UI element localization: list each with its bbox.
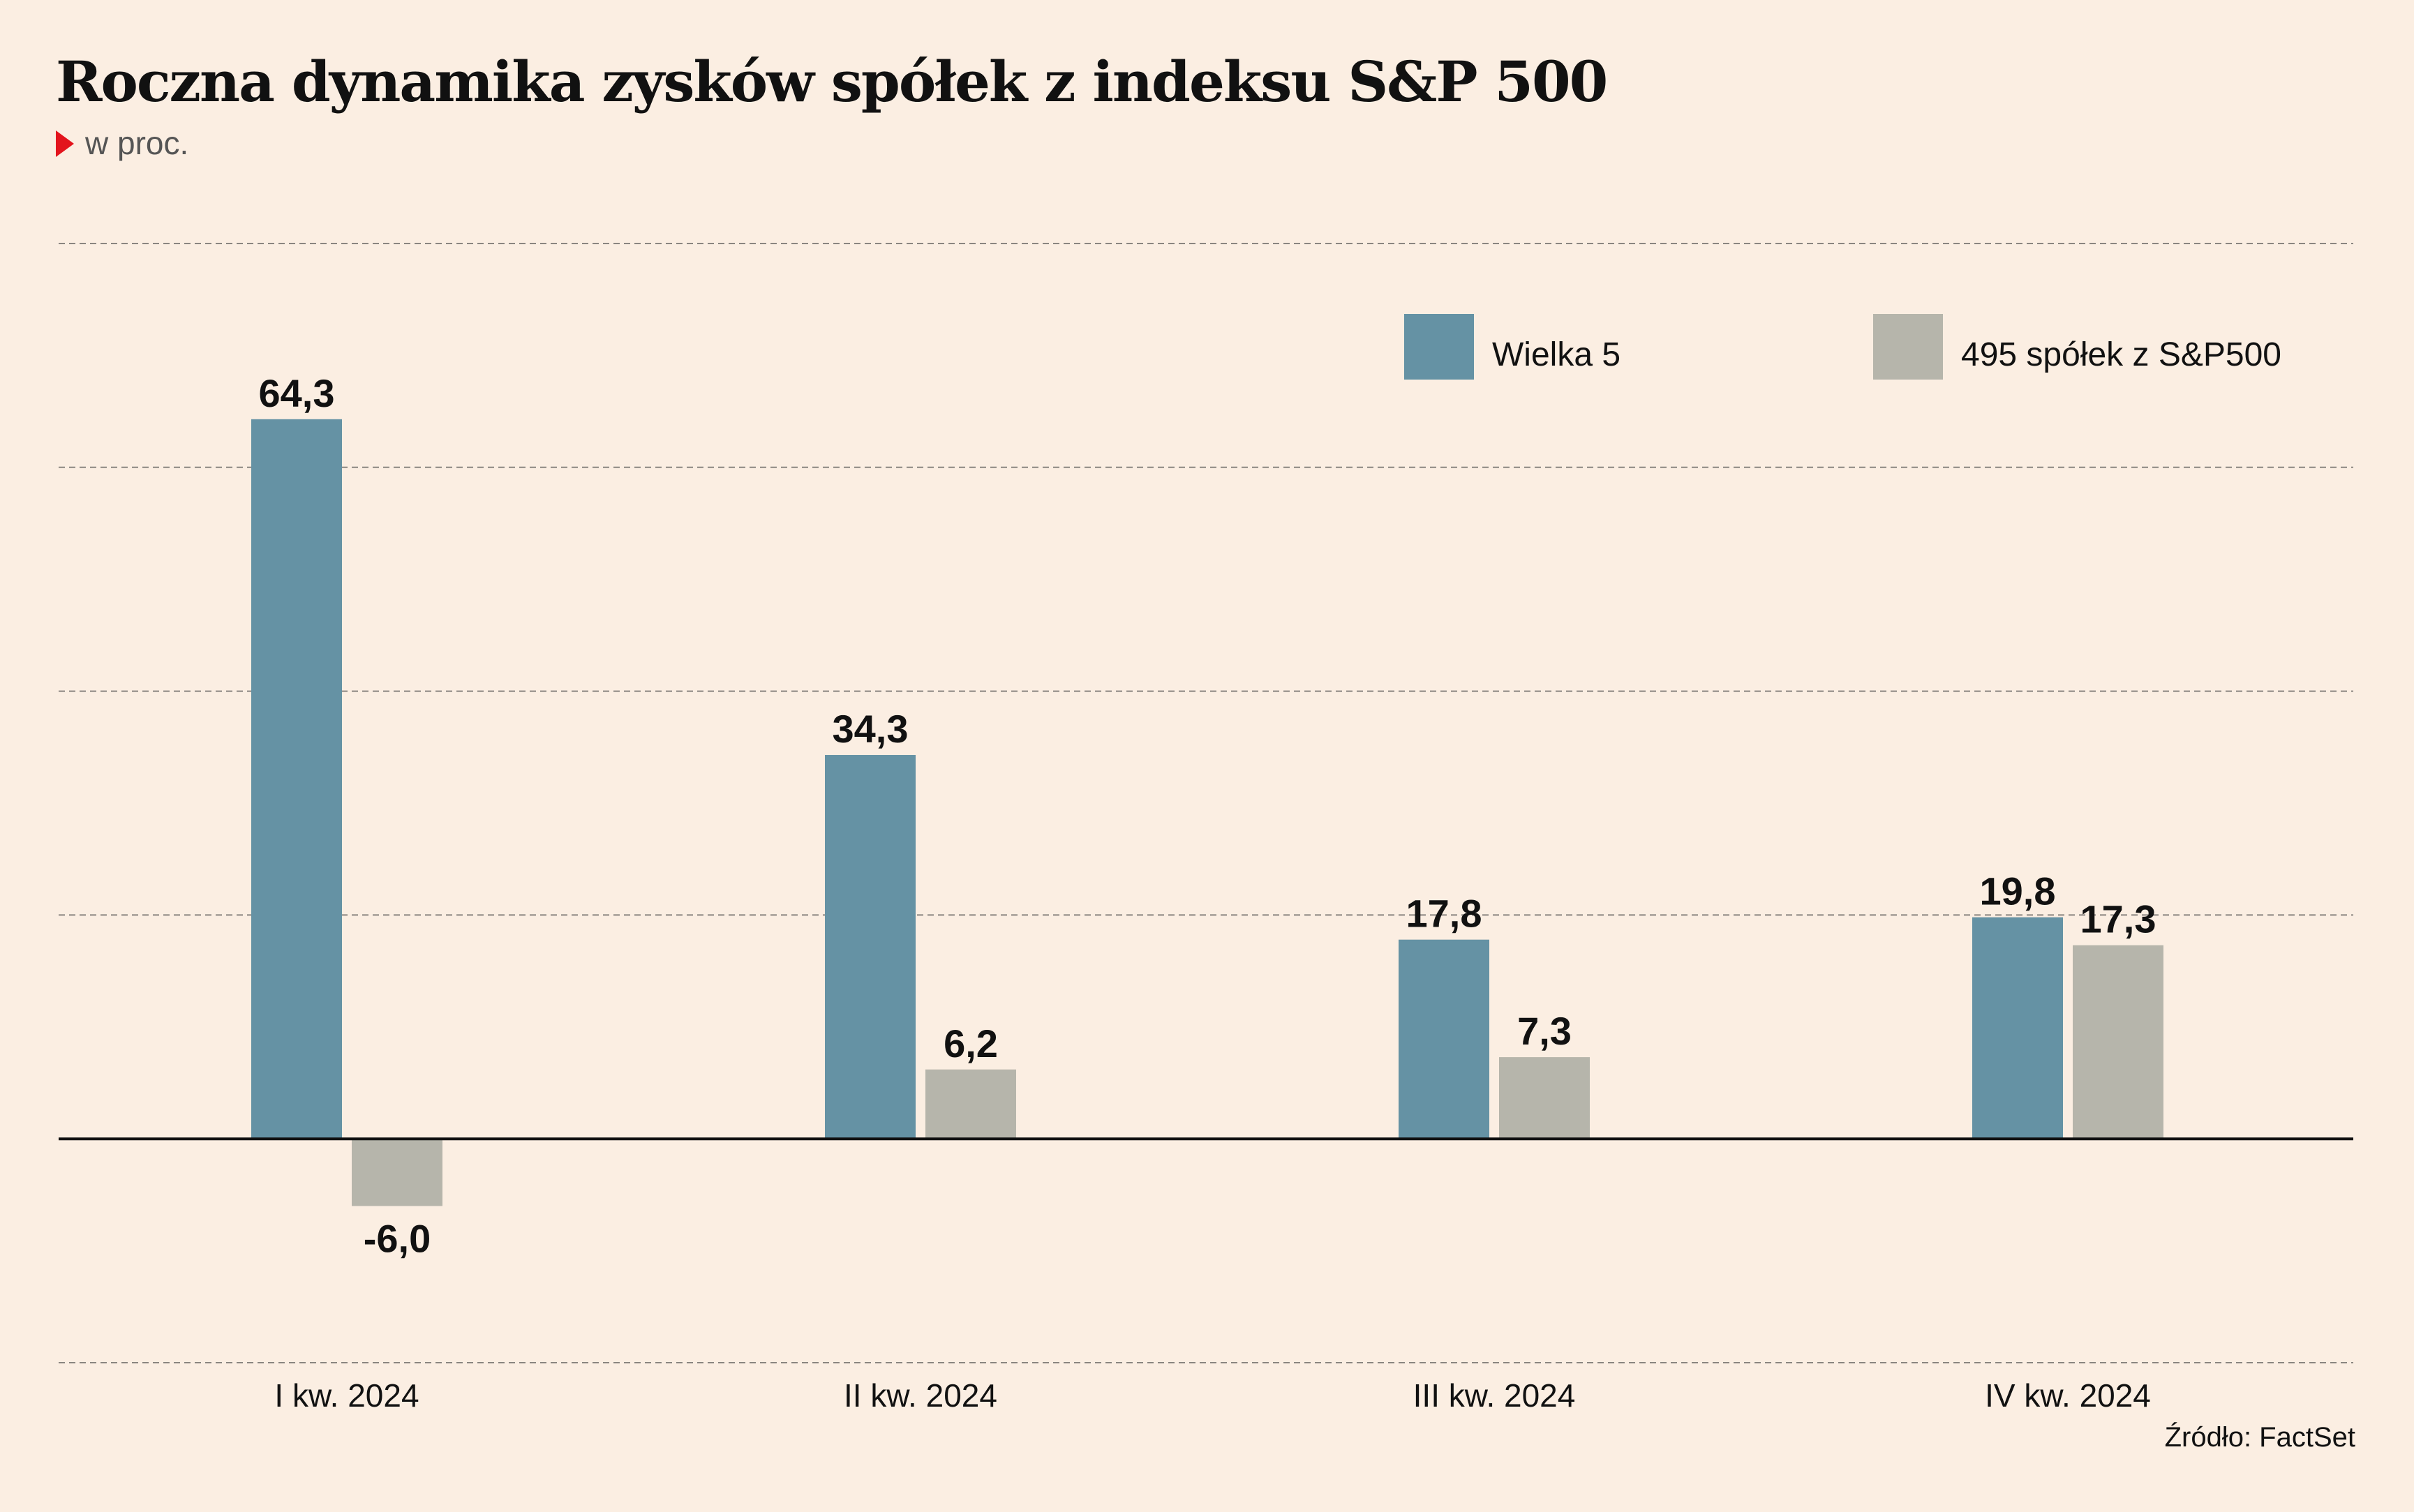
x-tick-label: II kw. 2024 (844, 1377, 997, 1414)
x-tick-label: I kw. 2024 (274, 1377, 419, 1414)
subtitle-text: w proc. (85, 125, 189, 161)
chart-subtitle: w proc. (56, 124, 188, 162)
data-labels: 64,3 -6,0 34,3 6,2 17,8 7,3 19,8 17,3 (259, 371, 2156, 1261)
bar-495-spolek (1499, 1057, 1590, 1139)
gridlines (59, 243, 2353, 1363)
chart-title: Roczna dynamika zysków spółek z indeksu … (56, 49, 1608, 114)
data-label: 64,3 (259, 371, 335, 415)
data-label: -6,0 (364, 1216, 431, 1260)
data-label: 7,3 (1517, 1009, 1572, 1053)
data-label: 17,8 (1406, 892, 1482, 936)
bar-wielka-5 (1399, 939, 1489, 1139)
legend-swatch (1873, 314, 1943, 380)
bar-wielka-5 (251, 419, 342, 1139)
bar-wielka-5 (825, 755, 916, 1139)
data-label: 19,8 (1980, 869, 2056, 913)
source-note: Źródło: FactSet (2164, 1422, 2355, 1453)
bar-495-spolek (2073, 945, 2163, 1139)
bars (59, 419, 2353, 1206)
x-tick-label: IV kw. 2024 (1985, 1377, 2151, 1414)
legend-label: Wielka 5 (1492, 336, 1620, 373)
red-triangle-marker-icon (56, 130, 74, 157)
data-label: 34,3 (833, 707, 909, 751)
x-tick-label: III kw. 2024 (1413, 1377, 1576, 1414)
legend-swatch (1404, 314, 1474, 380)
legend-label: 495 spółek z S&P500 (1961, 336, 2281, 373)
legend: Wielka 5 495 spółek z S&P500 (1404, 314, 2281, 380)
data-label: 6,2 (944, 1021, 998, 1065)
bar-495-spolek (925, 1069, 1016, 1139)
data-label: 17,3 (2080, 897, 2156, 941)
x-axis-tick-labels: I kw. 2024 II kw. 2024 III kw. 2024 IV kw. … (274, 1377, 2150, 1414)
bar-495-spolek (352, 1139, 442, 1206)
bar-wielka-5 (1972, 917, 2063, 1139)
